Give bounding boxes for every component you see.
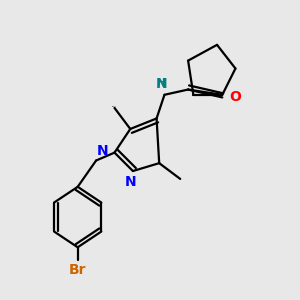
Text: Br: Br [69, 263, 86, 277]
Text: O: O [229, 90, 241, 104]
Text: N: N [124, 175, 136, 189]
Text: methyl: methyl [112, 105, 117, 106]
Text: N: N [96, 144, 108, 158]
Text: H: H [158, 78, 166, 88]
Text: N: N [156, 77, 168, 92]
